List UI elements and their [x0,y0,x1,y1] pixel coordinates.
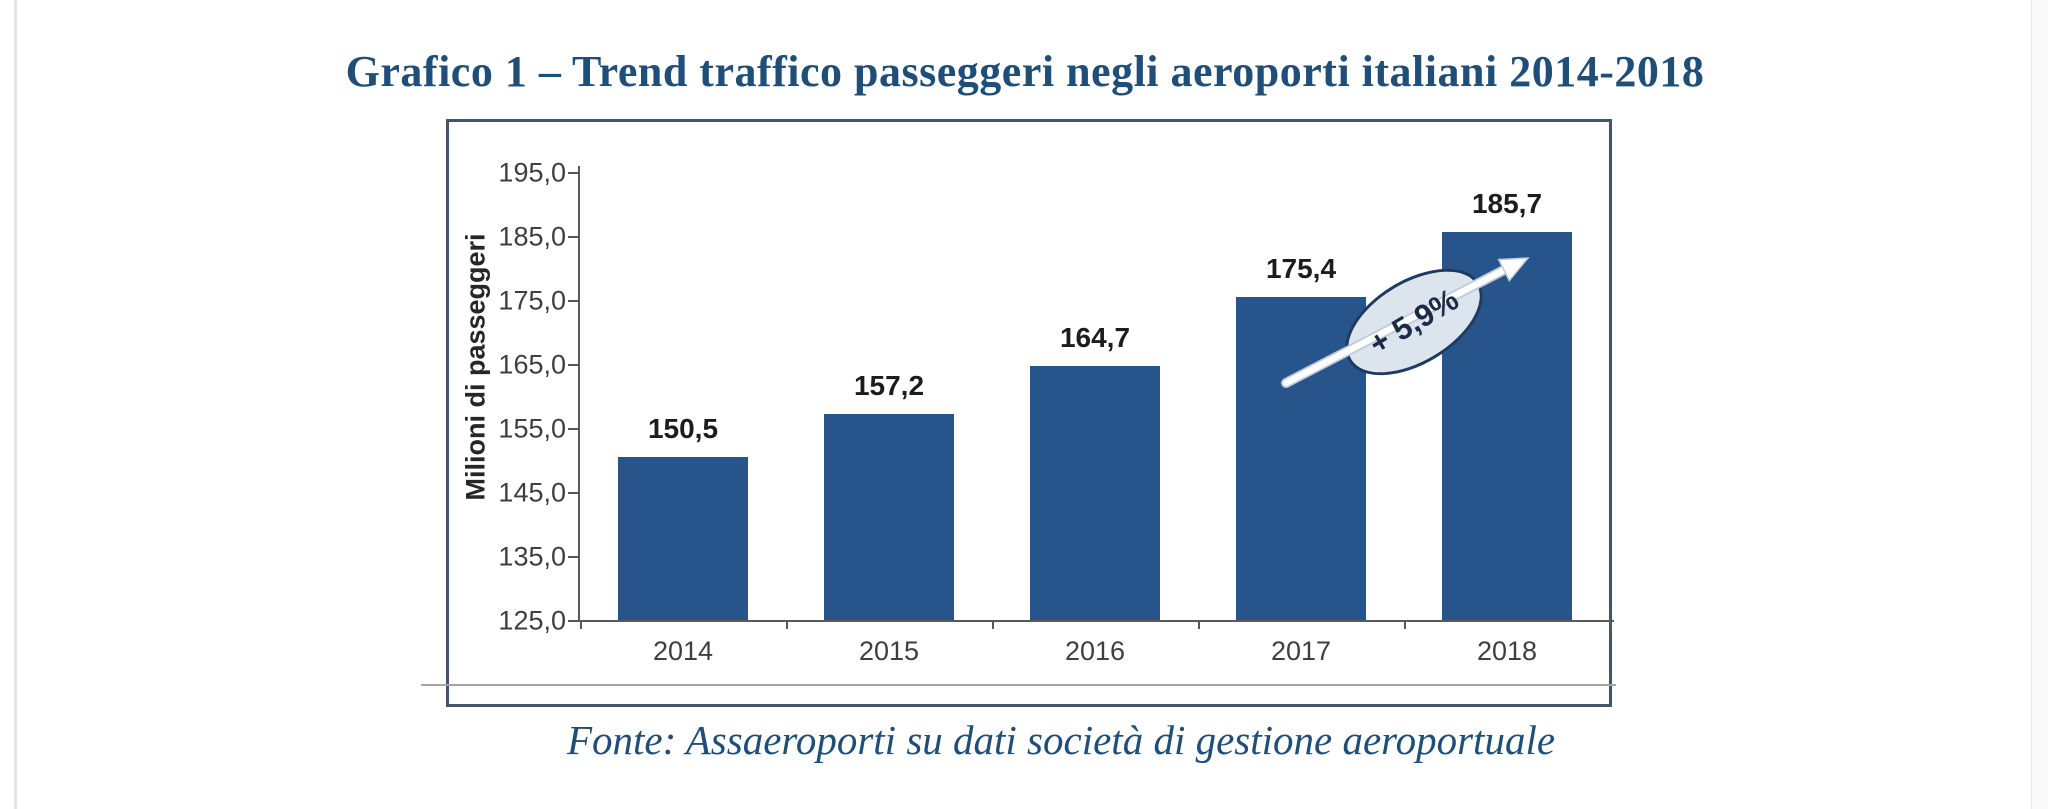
bar-value-label-2015: 157,2 [853,369,925,401]
y-tick-label: 165,0 [498,349,566,380]
y-tick-mark [568,172,578,174]
bar-2015 [824,413,954,620]
y-tick-mark [568,492,578,494]
x-tick-label-2014: 2014 [652,636,714,666]
y-tick-label: 185,0 [498,221,566,252]
bar-value-label-2014: 150,5 [647,412,719,444]
bar-2016 [1030,365,1160,620]
x-tick-mark [1404,620,1406,629]
x-tick-mark [1198,620,1200,629]
y-tick-label: 135,0 [498,541,566,572]
y-tick-mark [568,428,578,430]
x-tick-label-2018: 2018 [1476,636,1538,666]
y-tick-label: 195,0 [498,157,566,188]
y-tick-mark [568,364,578,366]
x-tick-label-2015: 2015 [858,636,920,666]
y-tick-mark [568,236,578,238]
y-tick-mark [568,556,578,558]
y-axis-line [578,166,580,622]
bar-value-label-2018: 185,7 [1471,187,1543,219]
y-tick-label: 145,0 [498,477,566,508]
x-tick-mark [786,620,788,629]
bar-value-label-2016: 164,7 [1059,321,1131,353]
y-tick-label: 125,0 [498,605,566,636]
x-axis-line [572,620,1614,622]
source-note: Fonte: Assaeroporti su dati società di g… [566,717,1556,763]
x-tick-mark [1610,620,1612,629]
y-tick-mark [568,620,578,622]
y-tick-mark [568,300,578,302]
x-tick-mark [992,620,994,629]
x-tick-label-2016: 2016 [1064,636,1126,666]
y-tick-label: 175,0 [498,285,566,316]
y-tick-label: 155,0 [498,413,566,444]
chart-title: Grafico 1 – Trend traffico passeggeri ne… [345,47,1705,96]
bar-2014 [618,456,748,620]
x-tick-mark [580,620,582,629]
page-right-margin [2031,0,2048,809]
bar-value-label-2017: 175,4 [1265,253,1337,285]
page-left-border [14,0,17,809]
x-tick-label-2017: 2017 [1270,636,1332,666]
horizontal-divider-line [421,684,1616,686]
